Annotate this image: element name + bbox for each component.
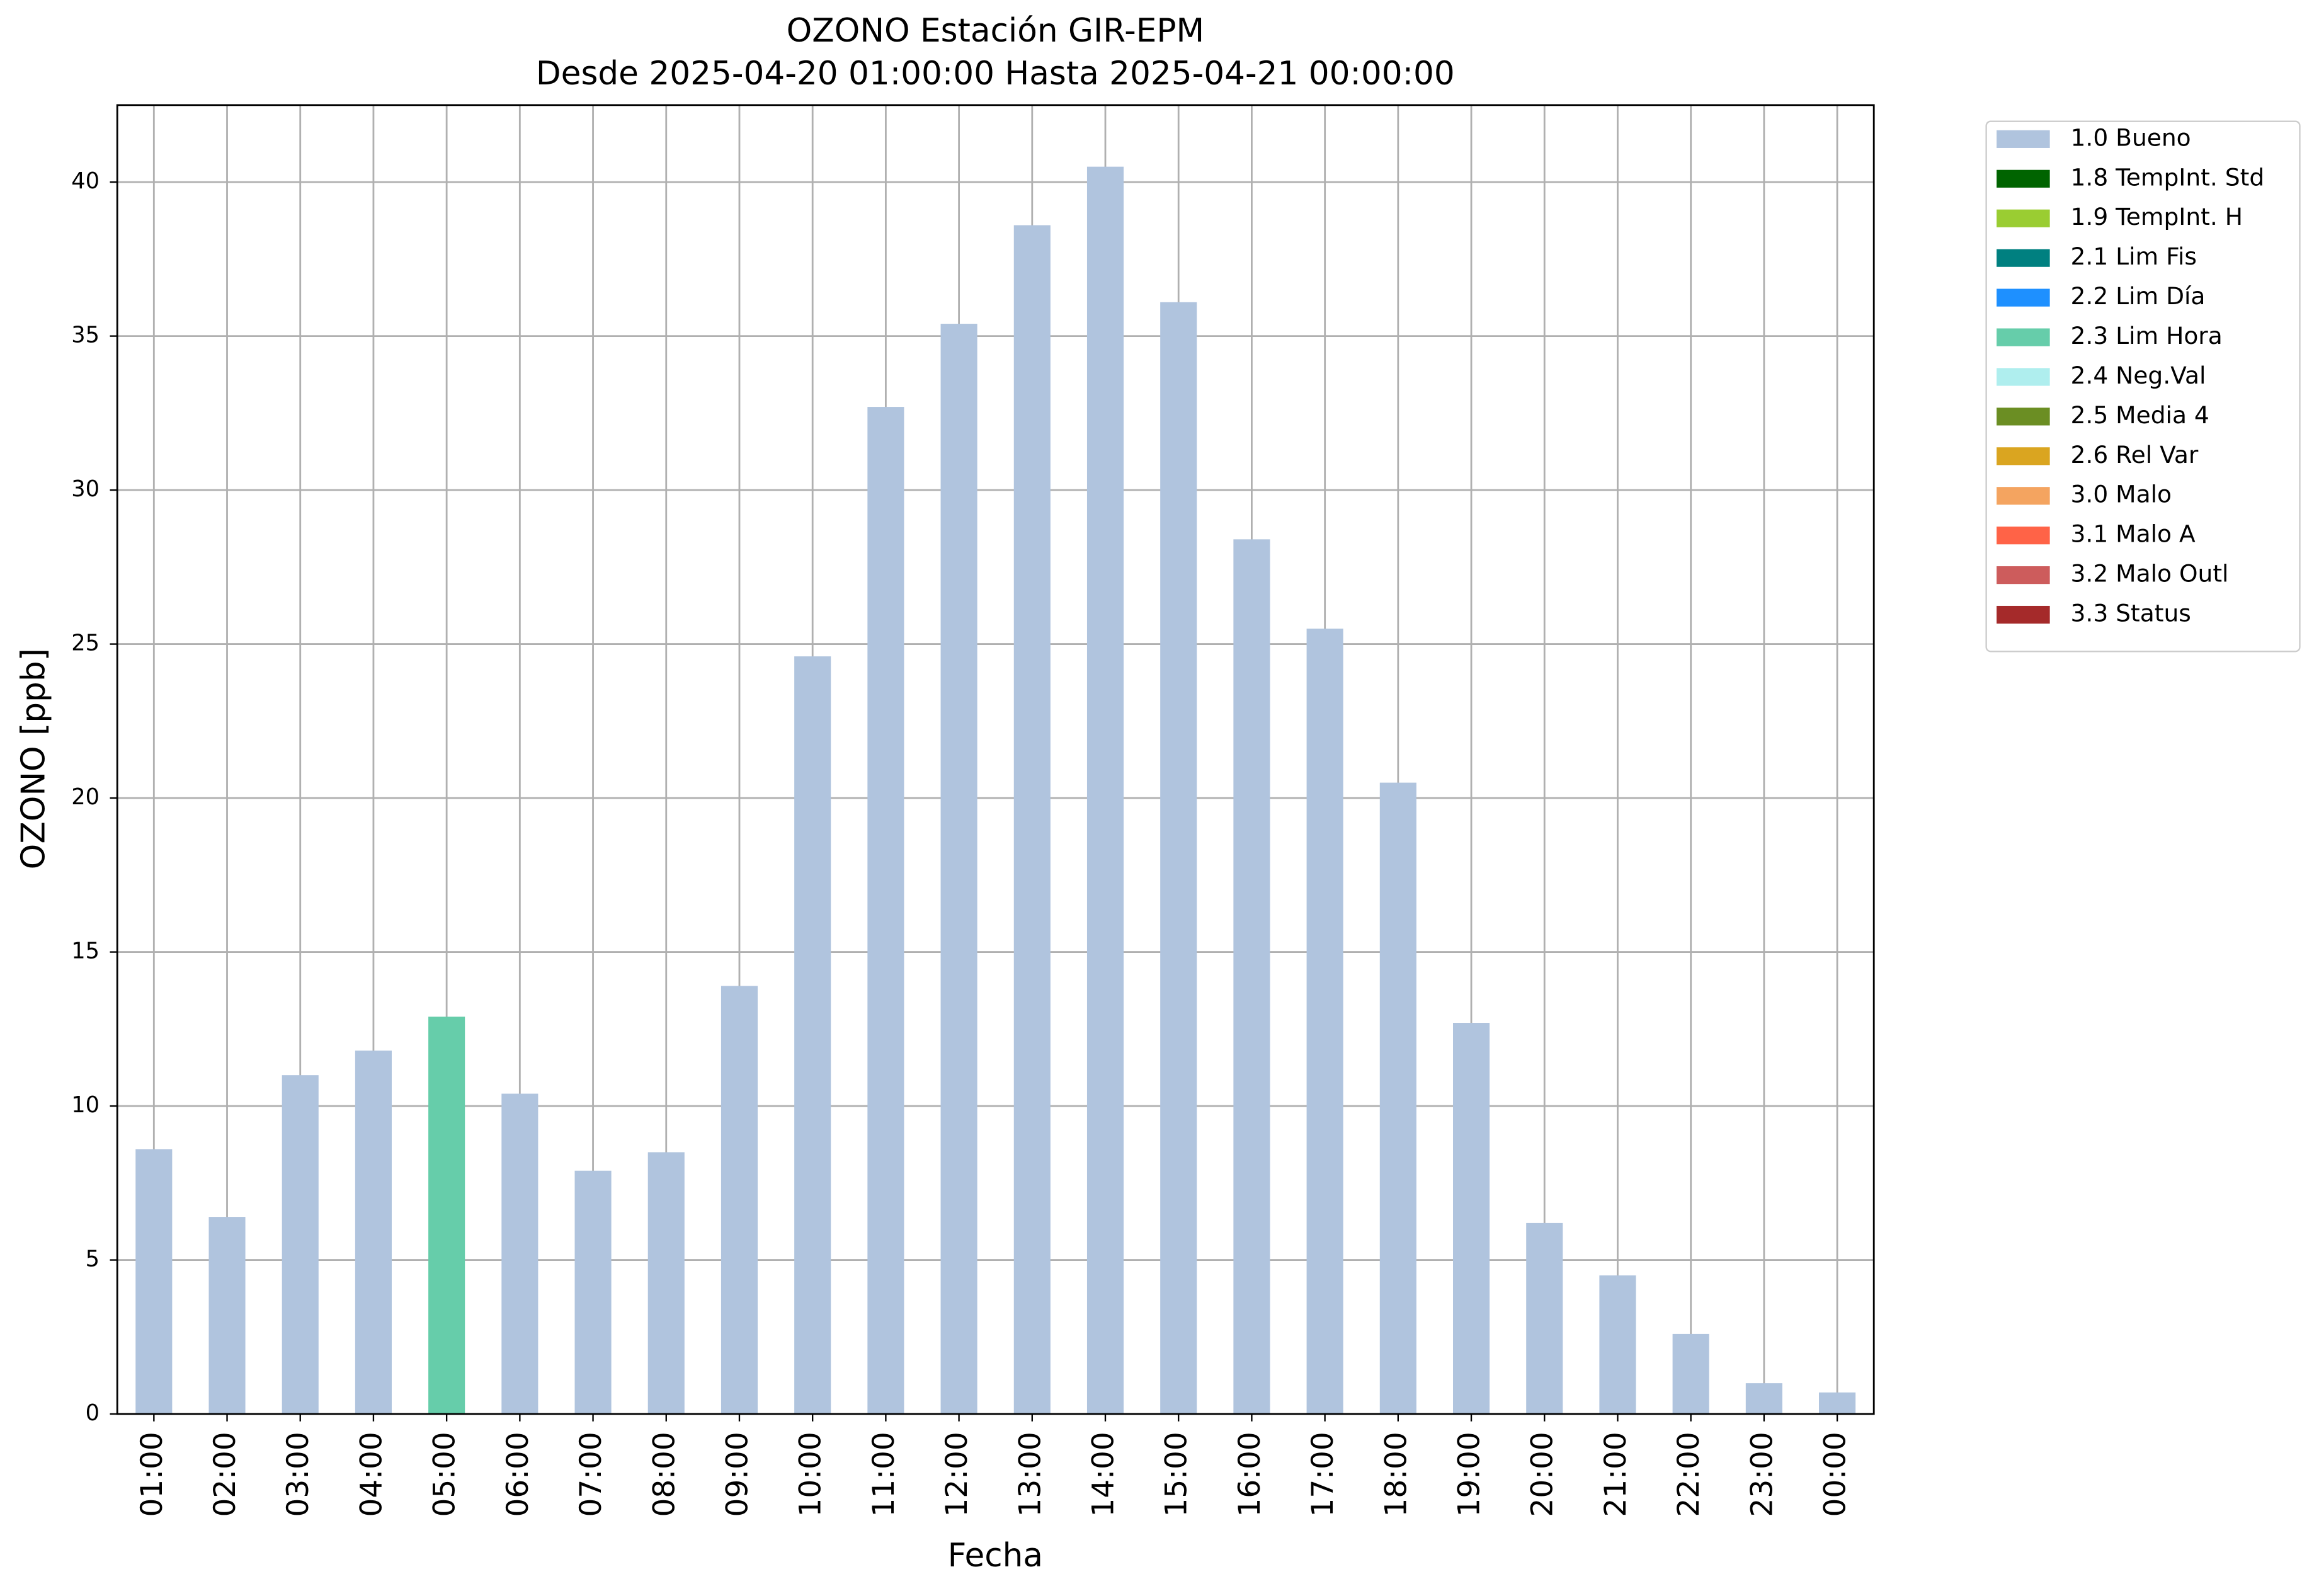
y-tick-label: 10 xyxy=(71,1092,100,1118)
bar xyxy=(1086,166,1124,1415)
legend-label: 3.2 Malo Outl xyxy=(2071,560,2229,588)
bar xyxy=(1526,1223,1563,1415)
legend: 1.0 Bueno 1.8 TempInt. Std 1.9 TempInt. H 2… xyxy=(1985,120,2301,653)
legend-swatch xyxy=(1997,566,2050,584)
bar xyxy=(1819,1392,1856,1415)
y-tick-label: 40 xyxy=(71,168,100,194)
y-tick-label: 20 xyxy=(71,784,100,810)
y-axis-label: OZONO [ppb] xyxy=(14,648,52,869)
legend-box xyxy=(1985,120,2301,653)
bar xyxy=(1233,539,1270,1415)
legend-swatch xyxy=(1997,605,2050,624)
legend-label: 2.5 Media 4 xyxy=(2071,401,2209,429)
chart-subtitle: Desde 2025-04-20 01:00:00 Hasta 2025-04-… xyxy=(536,55,1455,93)
legend-label: 1.0 Bueno xyxy=(2071,123,2191,151)
y-tick-label: 0 xyxy=(86,1400,100,1426)
legend-label: 3.3 Status xyxy=(2071,600,2191,627)
x-tick-label: 05:00 xyxy=(428,1432,462,1517)
y-tick-label: 25 xyxy=(71,630,100,656)
legend-label: 2.4 Neg.Val xyxy=(2071,362,2206,389)
y-tick-label: 30 xyxy=(71,476,100,502)
legend-label: 3.1 Malo A xyxy=(2071,520,2196,548)
x-tick-label: 02:00 xyxy=(208,1432,242,1517)
bar xyxy=(1379,782,1416,1415)
bar xyxy=(574,1170,612,1415)
x-tick-label: 00:00 xyxy=(1818,1432,1853,1517)
bar xyxy=(794,656,831,1415)
x-tick-label: 22:00 xyxy=(1672,1432,1706,1517)
legend-swatch xyxy=(1997,408,2050,426)
bar xyxy=(1745,1383,1782,1415)
x-tick-label: 06:00 xyxy=(501,1432,535,1517)
bar xyxy=(721,986,758,1415)
legend-label: 2.1 Lim Fis xyxy=(2071,242,2197,270)
x-tick-label: 07:00 xyxy=(574,1432,608,1517)
x-tick-label: 17:00 xyxy=(1306,1432,1340,1517)
legend-label: 1.8 TempInt. Std xyxy=(2071,163,2265,191)
legend-swatch xyxy=(1997,527,2050,545)
legend-swatch xyxy=(1997,328,2050,346)
bar xyxy=(1160,302,1197,1415)
legend-swatch xyxy=(1997,288,2050,307)
legend-label: 2.6 Rel Var xyxy=(2071,441,2199,469)
legend-label: 2.2 Lim Día xyxy=(2071,282,2206,310)
y-tick-label: 5 xyxy=(86,1246,100,1272)
bar xyxy=(867,407,904,1415)
x-tick-label: 19:00 xyxy=(1452,1432,1487,1517)
bar xyxy=(1599,1275,1636,1415)
x-tick-label: 08:00 xyxy=(647,1432,681,1517)
legend-swatch xyxy=(1997,368,2050,386)
legend-label: 2.3 Lim Hora xyxy=(2071,322,2223,350)
x-axis-label: Fecha xyxy=(948,1537,1043,1575)
x-tick-label: 12:00 xyxy=(940,1432,974,1517)
bar xyxy=(208,1217,246,1415)
legend-swatch xyxy=(1997,209,2050,227)
bar xyxy=(428,1017,465,1415)
x-tick-label: 13:00 xyxy=(1013,1432,1047,1517)
x-tick-label: 09:00 xyxy=(720,1432,755,1517)
x-tick-label: 04:00 xyxy=(354,1432,389,1517)
bar xyxy=(135,1149,173,1415)
x-tick-label: 23:00 xyxy=(1745,1432,1779,1517)
chart-title: OZONO Estación GIR-EPM xyxy=(787,12,1204,50)
bar xyxy=(355,1051,392,1415)
bar xyxy=(940,324,977,1415)
legend-swatch xyxy=(1997,487,2050,505)
bar xyxy=(1452,1023,1490,1415)
bar xyxy=(282,1075,319,1415)
bar xyxy=(1672,1333,1709,1415)
legend-swatch xyxy=(1997,249,2050,267)
legend-label: 3.0 Malo xyxy=(2071,481,2172,508)
legend-label: 1.9 TempInt. H xyxy=(2071,203,2243,231)
bar xyxy=(501,1093,538,1415)
x-tick-label: 21:00 xyxy=(1598,1432,1633,1517)
x-tick-label: 03:00 xyxy=(281,1432,316,1517)
legend-swatch xyxy=(1997,169,2050,188)
x-tick-label: 11:00 xyxy=(867,1432,901,1517)
legend-swatch xyxy=(1997,447,2050,465)
x-tick-label: 20:00 xyxy=(1525,1432,1560,1517)
x-tick-label: 10:00 xyxy=(794,1432,828,1517)
x-tick-label: 18:00 xyxy=(1379,1432,1413,1517)
x-tick-label: 14:00 xyxy=(1086,1432,1121,1517)
x-tick-label: 15:00 xyxy=(1160,1432,1194,1517)
x-tick-label: 01:00 xyxy=(135,1432,169,1517)
bar xyxy=(1013,225,1051,1415)
x-tick-label: 16:00 xyxy=(1233,1432,1267,1517)
plot-frame xyxy=(116,104,1875,1415)
bar xyxy=(1306,629,1343,1415)
bar xyxy=(647,1152,685,1415)
y-tick-label: 15 xyxy=(71,938,100,964)
legend-swatch xyxy=(1997,130,2050,148)
y-tick-label: 35 xyxy=(71,322,100,348)
